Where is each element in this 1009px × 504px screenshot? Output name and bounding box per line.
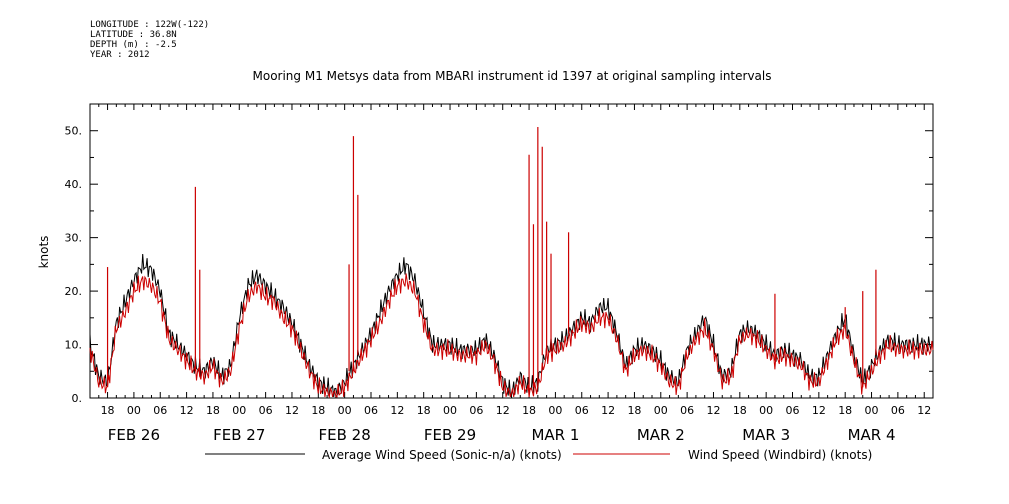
y-tick-label: 50. xyxy=(65,125,83,138)
x-tick-label: 18 xyxy=(733,404,747,417)
x-tick-label: 18 xyxy=(838,404,852,417)
legend: Average Wind Speed (Sonic-n/a) (knots) W… xyxy=(205,448,872,462)
x-tick-label: 18 xyxy=(522,404,536,417)
date-label: FEB 29 xyxy=(424,426,476,444)
date-label: MAR 3 xyxy=(742,426,790,444)
date-label: MAR 2 xyxy=(637,426,685,444)
x-tick-label: 18 xyxy=(206,404,220,417)
latitude-label: LATITUDE : 36.8N xyxy=(90,30,177,40)
x-tick-label: 12 xyxy=(285,404,299,417)
chart-title: Mooring M1 Metsys data from MBARI instru… xyxy=(253,69,772,83)
x-tick-label: 12 xyxy=(496,404,510,417)
x-tick-label: 00 xyxy=(127,404,141,417)
x-tick-label: 06 xyxy=(469,404,483,417)
x-tick-label: 12 xyxy=(706,404,720,417)
windbird-wind-speed-line xyxy=(89,273,934,399)
x-tick-label: 00 xyxy=(865,404,879,417)
x-tick-label: 00 xyxy=(338,404,352,417)
axis-ticks xyxy=(89,103,934,399)
longitude-label: LONGITUDE : 122W(-122) xyxy=(90,20,210,30)
x-tick-label: 06 xyxy=(575,404,589,417)
depth-label: DEPTH (m) : -2.5 xyxy=(90,40,177,50)
y-tick-label: 20. xyxy=(65,285,83,298)
y-tick-label: 30. xyxy=(65,232,83,245)
date-label: FEB 27 xyxy=(213,426,265,444)
y-tick-label: 40. xyxy=(65,178,83,191)
x-tick-label: 00 xyxy=(232,404,246,417)
avg-wind-speed-line xyxy=(89,253,934,397)
date-label: MAR 1 xyxy=(531,426,579,444)
x-tick-label: 12 xyxy=(390,404,404,417)
x-tick-label: 00 xyxy=(654,404,668,417)
date-labels: FEB 26 FEB 27 FEB 28 FEB 29 MAR 1 MAR 2 MAR 3 M… xyxy=(108,426,896,444)
x-tick-label: 06 xyxy=(364,404,378,417)
x-tick-label: 06 xyxy=(891,404,905,417)
x-tick-label: 18 xyxy=(417,404,431,417)
plot-frame xyxy=(89,103,934,399)
legend-label-avg: Average Wind Speed (Sonic-n/a) (knots) xyxy=(322,448,562,462)
series-layer xyxy=(89,126,934,399)
x-tick-labels: 18 00 06 12 18 00 06 12 18 00 06 12 18 00 06 12 18 00 06 12… xyxy=(101,404,932,417)
y-tick-label: 0. xyxy=(72,392,83,405)
x-tick-label: 06 xyxy=(153,404,167,417)
x-tick-label: 06 xyxy=(259,404,273,417)
x-tick-label: 18 xyxy=(627,404,641,417)
date-label: FEB 26 xyxy=(108,426,160,444)
x-tick-label: 00 xyxy=(759,404,773,417)
x-tick-label: 06 xyxy=(680,404,694,417)
legend-label-windbird: Wind Speed (Windbird) (knots) xyxy=(688,448,872,462)
y-tick-labels: 0. 10. 20. 30. 40. 50. xyxy=(65,125,83,405)
x-tick-label: 06 xyxy=(786,404,800,417)
date-label: MAR 4 xyxy=(848,426,896,444)
y-axis-label: knots xyxy=(37,236,51,269)
x-tick-label: 18 xyxy=(311,404,325,417)
x-tick-label: 00 xyxy=(548,404,562,417)
x-tick-label: 12 xyxy=(812,404,826,417)
year-label: YEAR : 2012 xyxy=(90,50,150,60)
station-metadata: LONGITUDE : 122W(-122) LATITUDE : 36.8N … xyxy=(90,20,209,60)
x-tick-label: 18 xyxy=(101,404,115,417)
x-tick-label: 12 xyxy=(180,404,194,417)
date-label: FEB 28 xyxy=(319,426,371,444)
x-tick-label: 12 xyxy=(917,404,931,417)
y-tick-label: 10. xyxy=(65,339,83,352)
x-tick-label: 00 xyxy=(443,404,457,417)
x-tick-label: 12 xyxy=(601,404,615,417)
